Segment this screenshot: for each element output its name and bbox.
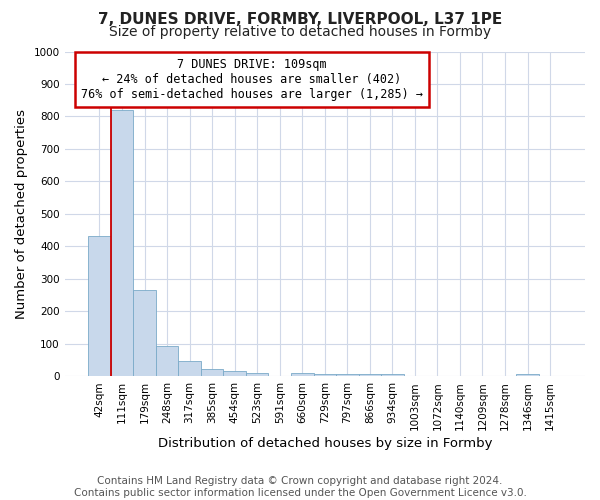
Text: Size of property relative to detached houses in Formby: Size of property relative to detached ho… [109, 25, 491, 39]
Bar [359, 374, 381, 376]
Bar [516, 374, 539, 376]
Bar [111, 110, 133, 376]
Bar [223, 371, 246, 376]
Bar [178, 361, 201, 376]
Bar [201, 369, 223, 376]
Bar [314, 374, 336, 376]
Bar [336, 374, 359, 376]
Bar [133, 290, 156, 376]
Bar [88, 236, 111, 376]
Bar [246, 373, 268, 376]
Text: 7, DUNES DRIVE, FORMBY, LIVERPOOL, L37 1PE: 7, DUNES DRIVE, FORMBY, LIVERPOOL, L37 1… [98, 12, 502, 28]
Y-axis label: Number of detached properties: Number of detached properties [15, 109, 28, 319]
Text: 7 DUNES DRIVE: 109sqm
← 24% of detached houses are smaller (402)
76% of semi-det: 7 DUNES DRIVE: 109sqm ← 24% of detached … [81, 58, 423, 101]
Bar [381, 374, 404, 376]
X-axis label: Distribution of detached houses by size in Formby: Distribution of detached houses by size … [158, 437, 492, 450]
Text: Contains HM Land Registry data © Crown copyright and database right 2024.
Contai: Contains HM Land Registry data © Crown c… [74, 476, 526, 498]
Bar [156, 346, 178, 376]
Bar [291, 373, 314, 376]
